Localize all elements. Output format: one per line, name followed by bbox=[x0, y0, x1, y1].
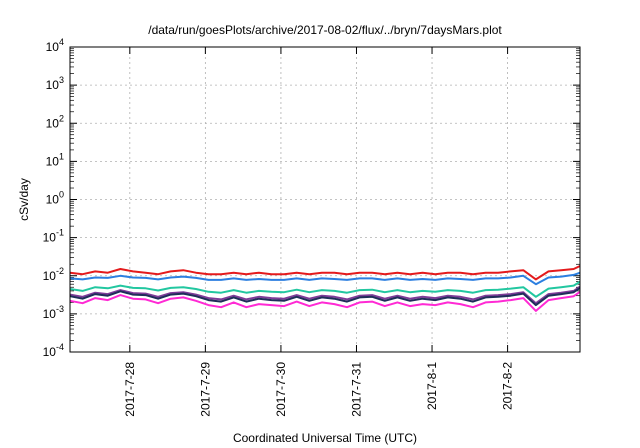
y-tick-label: 102 bbox=[46, 113, 64, 130]
y-tick-label: 10-2 bbox=[43, 266, 64, 283]
x-axis-label: Coordinated Universal Time (UTC) bbox=[233, 431, 417, 445]
series-line bbox=[69, 290, 581, 312]
plot-frame bbox=[69, 46, 581, 353]
x-axis-ticks: 2017-7-28 2017-7-29 2017-7-30 2017-7-31 2017… bbox=[123, 47, 515, 417]
x-tick-label: 2017-8-2 bbox=[501, 362, 515, 410]
series-line bbox=[69, 265, 581, 281]
y-tick-label: 100 bbox=[46, 190, 64, 207]
y-axis-ticks: 10-4 10-3 10-2 10-1 100 101 102 103 104 bbox=[43, 37, 580, 359]
series-line bbox=[69, 285, 581, 305]
series-line bbox=[69, 271, 581, 286]
y-axis-label: cSv/day bbox=[17, 178, 31, 221]
y-tick-label: 103 bbox=[46, 75, 64, 92]
series-line bbox=[69, 280, 581, 298]
series-lines bbox=[69, 265, 581, 312]
grid-lines bbox=[70, 47, 580, 352]
y-tick-label: 104 bbox=[46, 37, 64, 54]
x-tick-label: 2017-8-1 bbox=[425, 362, 439, 410]
y-tick-label: 10-4 bbox=[43, 342, 64, 359]
x-tick-label: 2017-7-31 bbox=[349, 362, 363, 417]
y-tick-label: 101 bbox=[46, 151, 64, 168]
x-tick-label: 2017-7-29 bbox=[198, 362, 212, 417]
x-tick-label: 2017-7-28 bbox=[123, 362, 137, 417]
x-tick-label: 2017-7-30 bbox=[274, 362, 288, 417]
series-line bbox=[69, 287, 581, 307]
chart-title: /data/run/goesPlots/archive/2017-08-02/f… bbox=[148, 23, 502, 37]
y-tick-label: 10-3 bbox=[43, 304, 64, 321]
y-tick-label: 10-1 bbox=[43, 228, 64, 245]
